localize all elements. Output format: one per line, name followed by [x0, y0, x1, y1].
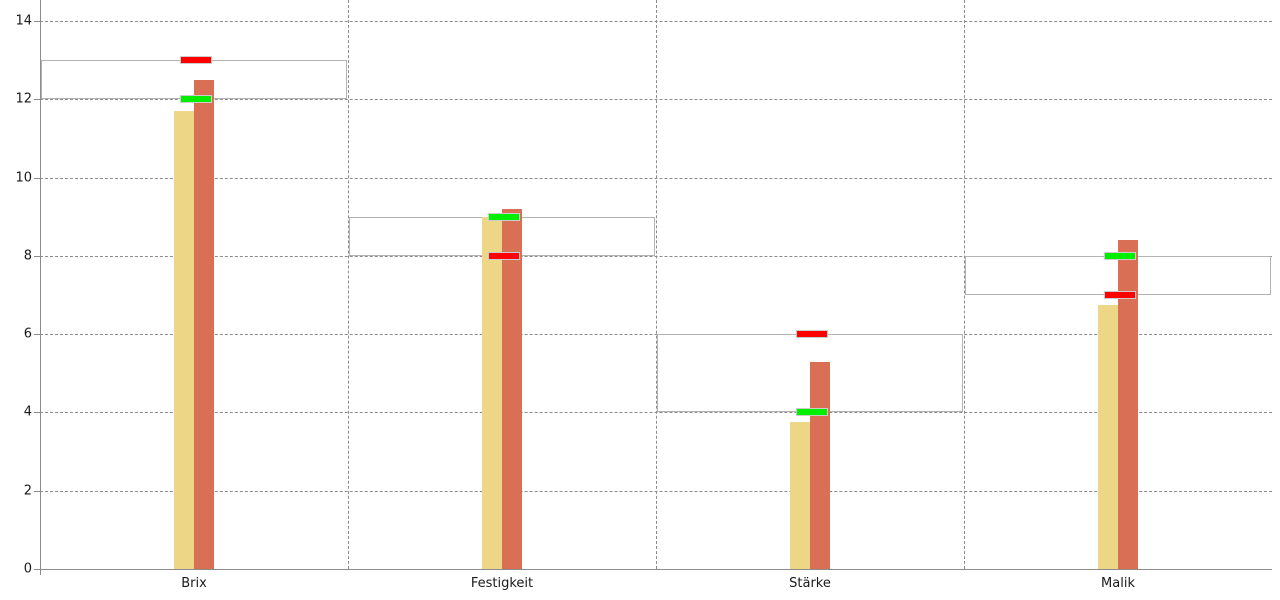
y-axis-label: 10	[15, 170, 32, 186]
y-axis-label: 12	[15, 91, 32, 107]
y-axis-label: 14	[15, 13, 32, 29]
y-tick-8	[34, 255, 40, 257]
bar-bar-b-brix	[194, 79, 214, 569]
y-axis-label: 2	[23, 483, 32, 499]
y-tick-10	[34, 177, 40, 179]
marker-high-malik	[1104, 291, 1136, 299]
y-tick-4	[34, 412, 40, 414]
y-axis-label: 4	[23, 404, 32, 420]
marker-high-festigkeit	[488, 251, 520, 260]
group-separator	[964, 0, 965, 569]
y-tick-14	[34, 21, 40, 22]
y-tick-6	[34, 334, 40, 336]
group-separator	[348, 0, 349, 569]
bar-bar-b-festigkeit	[502, 208, 522, 569]
bar-bar-a-malik	[1098, 304, 1118, 569]
bar-bar-a-brix	[174, 111, 194, 569]
y-axis-label: 0	[23, 561, 32, 577]
y-axis-label: 6	[23, 326, 32, 342]
bar-bar-a-stärke	[790, 422, 810, 569]
bar-bar-b-malik	[1118, 240, 1138, 569]
bar-bar-a-festigkeit	[482, 216, 502, 569]
plot-area	[40, 0, 1272, 570]
x-axis-label-brix: Brix	[181, 576, 207, 591]
marker-target-malik	[1104, 251, 1136, 260]
bar-bar-b-stärke	[810, 361, 830, 569]
y-tick-12	[34, 99, 40, 101]
marker-target-festigkeit	[488, 212, 520, 221]
marker-high-stärke	[796, 330, 828, 339]
x-axis-label-festigkeit: Festigkeit	[470, 576, 534, 591]
gridline-0	[40, 569, 1272, 570]
y-tick-2	[34, 490, 40, 492]
group-separator	[656, 0, 657, 569]
y-axis-label: 8	[23, 248, 32, 264]
x-axis-label-stärke: Stärke	[789, 576, 831, 591]
marker-target-brix	[180, 95, 212, 104]
marker-high-brix	[180, 56, 212, 65]
x-axis-label-malik: Malik	[1101, 576, 1135, 591]
y-tick-0	[34, 569, 40, 570]
marker-target-stärke	[796, 408, 828, 417]
y-axis-line	[40, 0, 41, 575]
